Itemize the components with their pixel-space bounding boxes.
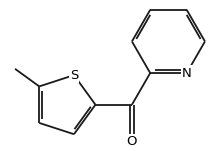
- Text: S: S: [70, 69, 78, 82]
- Text: O: O: [127, 135, 137, 148]
- Text: N: N: [182, 67, 192, 80]
